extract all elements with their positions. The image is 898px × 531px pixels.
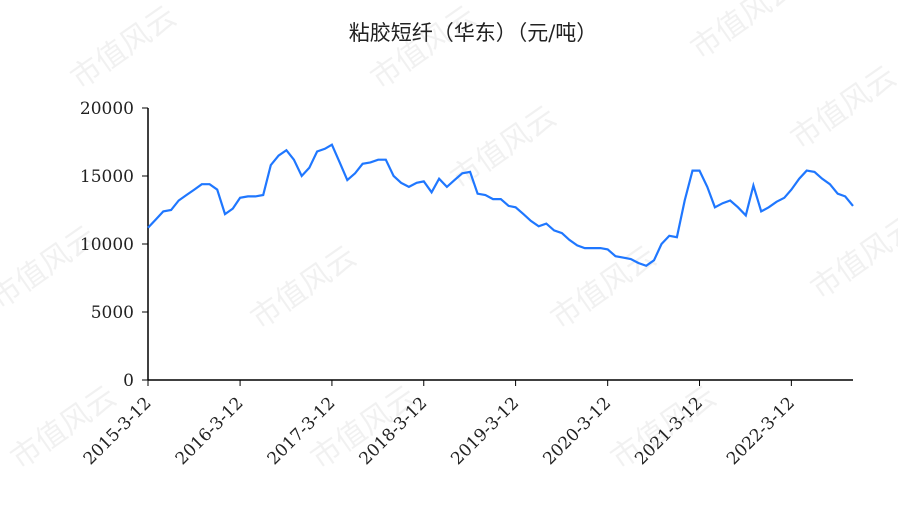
- watermark: 市值风云: [365, 0, 483, 97]
- watermark: 市值风云: [805, 209, 898, 306]
- watermark: 市值风云: [65, 0, 183, 97]
- watermark: 市值风云: [545, 239, 663, 336]
- x-tick-label: 2020-3-12: [539, 393, 615, 469]
- price-line: [147, 143, 854, 268]
- chart-title: 粘胶短纤（华东）（元/吨）: [349, 21, 598, 45]
- watermark: 市值风云: [685, 0, 803, 67]
- y-tick-label: 20000: [80, 99, 134, 119]
- y-tick-label: 15000: [80, 167, 134, 187]
- x-tick-label: 2019-3-12: [447, 393, 523, 469]
- watermark: 市值风云: [245, 239, 363, 336]
- y-tick-label: 0: [123, 371, 134, 391]
- x-tick-label: 2016-3-12: [172, 393, 248, 469]
- watermark: 市值风云: [0, 219, 103, 316]
- y-tick-label: 5000: [91, 303, 134, 323]
- watermark: 市值风云: [5, 379, 123, 476]
- watermark: 市值风云: [445, 99, 563, 196]
- x-tick-label: 2022-3-12: [723, 393, 799, 469]
- watermark: 市值风云: [785, 59, 898, 156]
- y-tick-label: 10000: [80, 235, 134, 255]
